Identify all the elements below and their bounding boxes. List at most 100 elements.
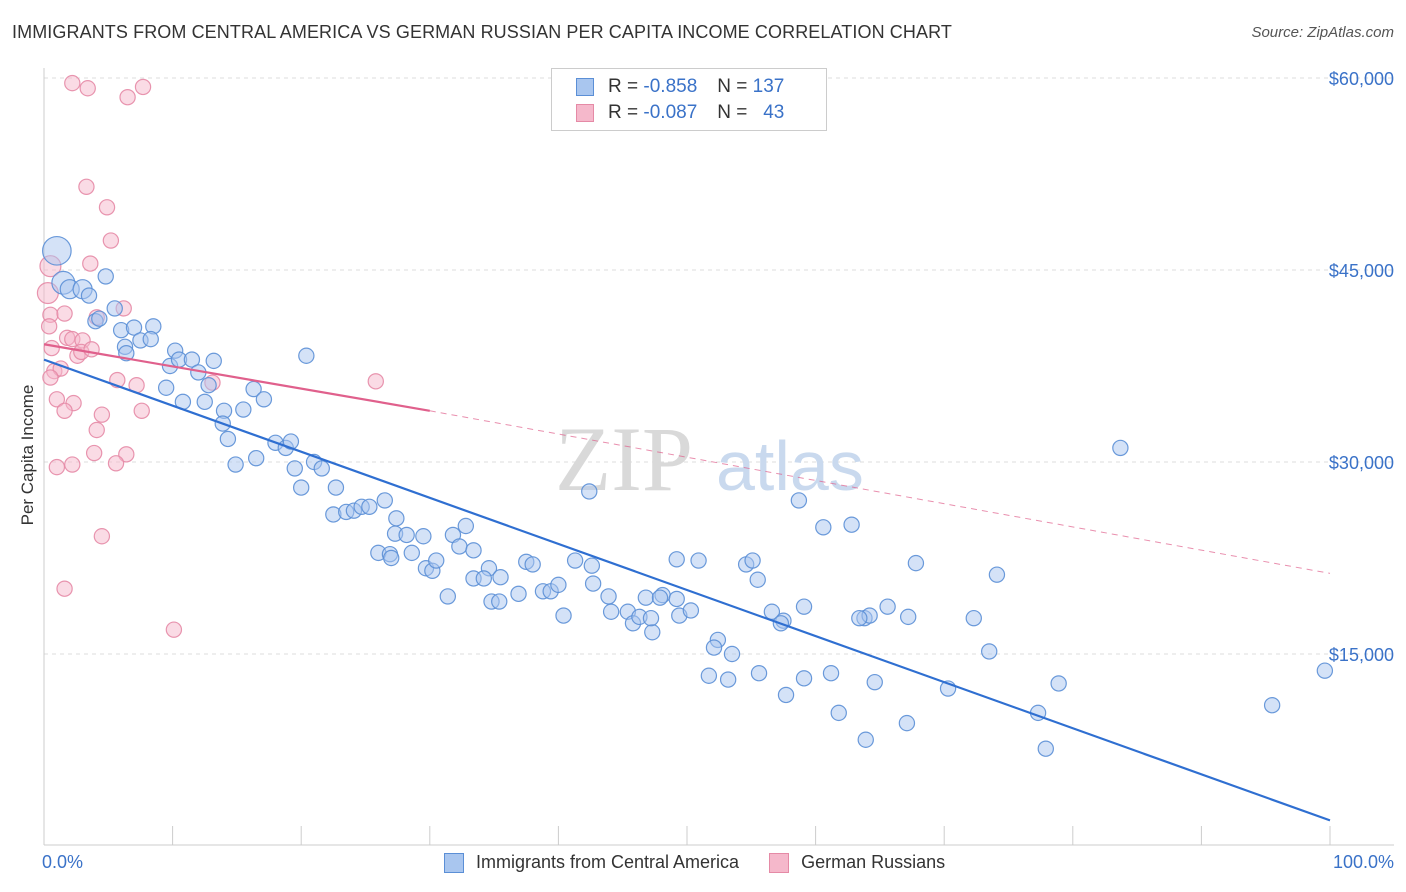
scatter-point xyxy=(651,589,669,606)
x-tick-label-max: 100.0% xyxy=(1332,852,1394,872)
scatter-point xyxy=(118,446,135,463)
trend-line-german-russians xyxy=(43,343,430,412)
scatter-point xyxy=(80,287,98,304)
scatter-point xyxy=(42,235,72,266)
scatter-point xyxy=(367,373,384,390)
y-tick-label: $15,000 xyxy=(1329,645,1394,665)
scatter-point xyxy=(700,667,718,684)
scatter-point xyxy=(879,598,896,615)
y-tick-label: $45,000 xyxy=(1329,261,1394,281)
scatter-point xyxy=(451,538,468,555)
scatter-point xyxy=(581,483,598,500)
legend-n-value: 43 xyxy=(763,102,785,123)
scatter-point xyxy=(93,528,111,545)
legend-r-label: R = xyxy=(608,76,639,97)
scatter-point xyxy=(293,479,310,496)
scatter-point xyxy=(78,178,95,195)
scatter-point xyxy=(415,528,432,545)
scatter-point xyxy=(428,552,445,569)
y-tick-label: $60,000 xyxy=(1329,69,1394,89)
series-legend-item-central-america: Immigrants from Central America xyxy=(444,852,739,873)
scatter-point xyxy=(48,458,66,476)
scatter-point xyxy=(313,460,330,477)
x-tick-label-min: 0.0% xyxy=(42,852,84,872)
scatter-point xyxy=(119,88,136,106)
scatter-point xyxy=(219,430,237,448)
scatter-point xyxy=(205,352,222,370)
scatter-point xyxy=(48,391,66,408)
scatter-point xyxy=(102,232,120,249)
scatter-point xyxy=(56,580,73,597)
scatter-point xyxy=(93,406,111,423)
y-tick-labels: $15,000 $30,000 $45,000 $60,000 xyxy=(1329,69,1394,665)
series-legend-label: German Russians xyxy=(801,852,946,872)
scatter-point xyxy=(822,665,840,682)
scatter-point xyxy=(64,456,81,473)
scatter-point xyxy=(40,318,58,335)
scatter-point xyxy=(43,339,60,357)
scatter-point xyxy=(750,665,768,682)
scatter-point xyxy=(142,330,159,348)
scatter-point xyxy=(88,421,105,439)
scatter-point xyxy=(403,544,420,562)
scatter-point xyxy=(64,74,81,92)
scatter-point xyxy=(134,78,152,96)
scatter-point xyxy=(690,552,707,569)
scatter-point xyxy=(749,571,766,588)
scatter-point xyxy=(327,479,345,496)
scatter-point xyxy=(510,585,527,603)
watermark-atlas: atlas xyxy=(716,427,864,505)
watermark: ZIP atlas xyxy=(555,408,864,510)
scatter-point xyxy=(583,557,601,574)
scatter-point xyxy=(988,566,1006,583)
scatter-point xyxy=(1263,697,1281,714)
scatter-point xyxy=(642,609,660,627)
scatter-point xyxy=(457,517,475,535)
scatter-point xyxy=(1050,675,1067,692)
gridlines xyxy=(44,77,1394,655)
scatter-point xyxy=(899,608,917,626)
scatter-point xyxy=(247,449,265,467)
scatter-point xyxy=(83,341,100,358)
legend-r-value: -0.087 xyxy=(643,102,698,123)
trend-lines xyxy=(43,343,1331,822)
scatter-point xyxy=(566,552,584,569)
trend-line-central-america xyxy=(43,358,1331,822)
scatter-point xyxy=(602,603,620,620)
y-tick-label: $30,000 xyxy=(1329,453,1394,473)
scatter-point xyxy=(42,369,59,386)
legend-n-value: 137 xyxy=(752,76,785,97)
scatter-point xyxy=(85,444,103,462)
legend-n-label: N = xyxy=(717,102,748,123)
series-swatch-pink xyxy=(769,852,790,873)
scatter-point xyxy=(777,686,795,704)
legend-swatch-pink xyxy=(576,104,594,122)
trend-line-german-russians-extension xyxy=(429,410,1331,574)
scatter-point xyxy=(227,456,244,473)
series-legend: Immigrants from Central America German R… xyxy=(444,852,975,873)
axes xyxy=(43,68,1394,846)
scatter-point xyxy=(133,402,150,419)
legend-n-label: N = xyxy=(717,76,748,97)
scatter-point xyxy=(524,556,541,573)
scatter-point xyxy=(815,519,832,536)
scatter-point xyxy=(79,80,96,97)
scatter-point xyxy=(584,575,602,592)
scatter-point xyxy=(125,319,143,336)
scatter-point xyxy=(255,391,273,408)
scatter-point xyxy=(795,598,813,615)
series-central-america xyxy=(42,235,1334,757)
series-legend-label: Immigrants from Central America xyxy=(476,852,740,872)
scatter-point xyxy=(600,588,617,605)
scatter-point xyxy=(298,347,315,364)
scatter-point xyxy=(82,255,99,272)
scatter-point xyxy=(91,310,108,327)
scatter-point xyxy=(555,607,572,624)
scatter-point xyxy=(1037,740,1054,757)
scatter-point xyxy=(465,542,482,559)
legend-row-german-russians: R = -0.087 N = 43 xyxy=(576,101,784,125)
scatter-point xyxy=(550,576,567,594)
scatter-point xyxy=(723,645,741,663)
scatter-point xyxy=(1316,662,1334,679)
legend-r-value: -0.858 xyxy=(643,76,698,97)
